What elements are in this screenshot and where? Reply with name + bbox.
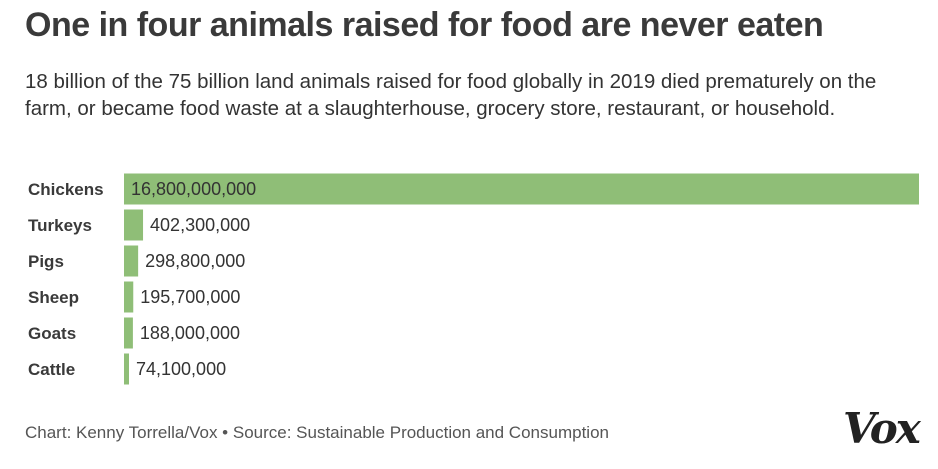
- bar: [124, 317, 133, 349]
- bar-row-turkeys: Turkeys 402,300,000: [28, 209, 250, 241]
- bar-row-pigs: Pigs 298,800,000: [28, 245, 245, 277]
- bar-row-sheep: Sheep 195,700,000: [28, 281, 240, 313]
- bar: [124, 281, 134, 313]
- bar-chart: Chickens 16,800,000,000 Turkeys 402,300,000…: [28, 173, 919, 385]
- bars-group: Chickens 16,800,000,000 Turkeys 402,300,000…: [28, 173, 919, 385]
- value-label: 298,800,000: [145, 251, 245, 271]
- bar-row-cattle: Cattle 74,100,000: [28, 353, 226, 385]
- value-label: 188,000,000: [140, 323, 240, 343]
- bar: [124, 245, 139, 277]
- category-label: Cattle: [28, 360, 75, 379]
- chart-title: One in four animals raised for food are …: [25, 6, 824, 44]
- category-label: Chickens: [28, 180, 104, 199]
- bar-row-goats: Goats 188,000,000: [28, 317, 240, 349]
- bar: [124, 353, 129, 385]
- category-label: Turkeys: [28, 216, 92, 235]
- value-label: 74,100,000: [136, 359, 226, 379]
- vox-logo: Vox: [843, 404, 921, 453]
- value-label: 402,300,000: [150, 215, 250, 235]
- value-label: 195,700,000: [140, 287, 240, 307]
- category-label: Goats: [28, 324, 76, 343]
- chart-subtitle: 18 billion of the 75 billion land animal…: [25, 70, 877, 120]
- chart-credit: Chart: Kenny Torrella/Vox • Source: Sust…: [25, 423, 609, 442]
- bar: [124, 209, 144, 241]
- value-label: 16,800,000,000: [131, 179, 256, 199]
- bar-row-chickens: Chickens 16,800,000,000: [28, 173, 919, 205]
- category-label: Sheep: [28, 288, 79, 307]
- bar: [124, 173, 919, 205]
- category-label: Pigs: [28, 252, 64, 271]
